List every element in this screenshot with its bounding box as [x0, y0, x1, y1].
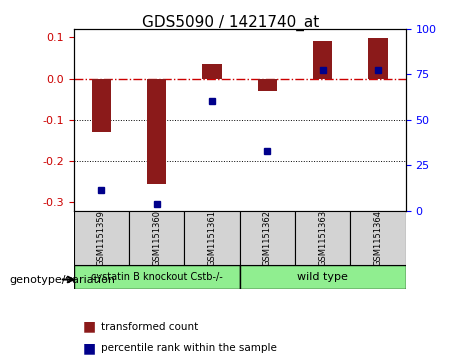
Text: GSM1151362: GSM1151362 — [263, 210, 272, 266]
FancyBboxPatch shape — [74, 211, 129, 265]
Text: GSM1151363: GSM1151363 — [318, 210, 327, 266]
FancyBboxPatch shape — [240, 211, 295, 265]
Text: transformed count: transformed count — [101, 322, 199, 332]
FancyBboxPatch shape — [184, 211, 240, 265]
Text: GDS5090 / 1421740_at: GDS5090 / 1421740_at — [142, 15, 319, 31]
Text: GSM1151361: GSM1151361 — [207, 210, 217, 266]
Text: percentile rank within the sample: percentile rank within the sample — [101, 343, 278, 354]
Text: wild type: wild type — [297, 272, 348, 282]
Text: GSM1151360: GSM1151360 — [152, 210, 161, 266]
Text: cystatin B knockout Cstb-/-: cystatin B knockout Cstb-/- — [91, 272, 223, 282]
Bar — [258, 78, 277, 91]
FancyBboxPatch shape — [240, 265, 406, 289]
Text: GSM1151359: GSM1151359 — [97, 210, 106, 266]
Bar — [313, 41, 332, 78]
FancyBboxPatch shape — [295, 211, 350, 265]
Text: ■: ■ — [83, 342, 96, 355]
Bar — [368, 38, 388, 78]
FancyBboxPatch shape — [74, 265, 240, 289]
FancyBboxPatch shape — [129, 211, 184, 265]
FancyBboxPatch shape — [350, 211, 406, 265]
Text: ■: ■ — [83, 320, 96, 334]
Text: genotype/variation: genotype/variation — [9, 274, 115, 285]
Bar — [92, 78, 111, 132]
Text: GSM1151364: GSM1151364 — [373, 210, 383, 266]
Bar — [147, 78, 166, 184]
Bar — [202, 64, 222, 78]
